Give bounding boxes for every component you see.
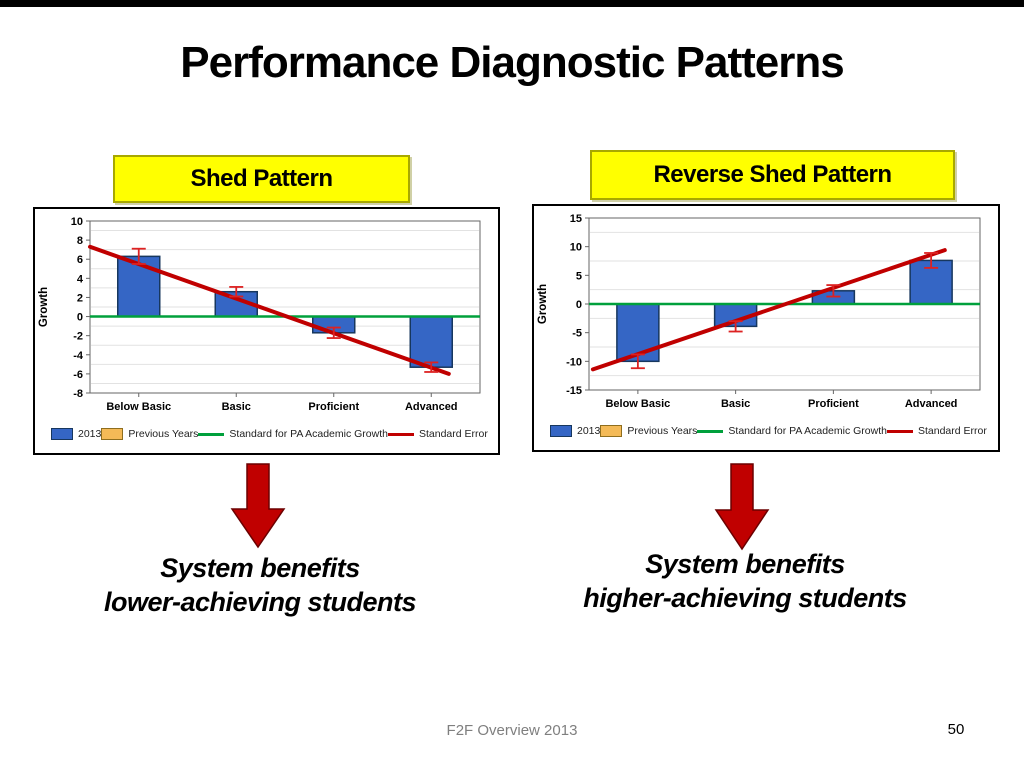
x-category-label: Basic (721, 398, 750, 410)
y-axis-label: Growth (537, 284, 549, 324)
legend-item: Previous Years (101, 428, 198, 440)
legend-item: 2013 (550, 425, 600, 437)
bar-advanced (409, 315, 453, 368)
down-arrow-left-icon (230, 463, 286, 549)
legend-label: Previous Years (627, 425, 698, 437)
caption-line: System benefits (160, 553, 360, 583)
footer-text: F2F Overview 2013 (446, 722, 578, 739)
y-tick-label: 2 (77, 292, 83, 304)
caption-line: lower-achieving students (103, 586, 417, 617)
shed-pattern-chart: 10 8 6 4 2 0 -2 -4 -6 -8 Growth Below Basic Basic Pro… (33, 207, 500, 455)
caption-line: System benefits (645, 549, 845, 579)
reverse-shed-pattern-label-box: Reverse Shed Pattern (590, 150, 955, 200)
legend-label: 2013 (78, 428, 102, 440)
top-border-bar (0, 0, 1024, 7)
y-tick-label: 8 (77, 235, 83, 247)
slide-title: Performance Diagnostic Patterns (180, 38, 844, 87)
legend-swatch-orange-bar (101, 428, 124, 440)
legend-swatch-orange-bar (600, 425, 623, 437)
legend-label: Standard for PA Academic Growth (229, 428, 388, 440)
y-tick-label: 15 (570, 213, 582, 225)
y-tick-label: 0 (576, 299, 582, 311)
y-tick-label: -15 (566, 385, 582, 397)
legend-label: Previous Years (128, 428, 199, 440)
y-tick-label: 10 (71, 216, 83, 228)
legend-item: Standard for PA Academic Growth (697, 425, 887, 437)
legend-label: 2013 (577, 425, 601, 437)
reverse-shed-pattern-chart: 15 10 5 0 -5 -10 -15 Growth Below Basic Basic Prof… (532, 204, 1000, 452)
x-category-label: Advanced (405, 401, 458, 413)
y-tick-label: 10 (570, 242, 582, 254)
legend-item: Standard for PA Academic Growth (198, 428, 388, 440)
y-axis-label: Growth (38, 287, 50, 327)
standard-error-trend-line (88, 244, 451, 376)
y-tick-label: -10 (566, 356, 582, 368)
y-tick-label: -8 (73, 388, 83, 400)
reverse-shed-pattern-caption: System benefits higher-achieving student… (525, 548, 965, 616)
caption-line: higher-achieving students (583, 582, 907, 613)
legend-label: Standard Error (418, 428, 488, 440)
y-tick-label: 6 (77, 254, 83, 266)
reverse-shed-pattern-label: Reverse Shed Pattern (653, 161, 892, 188)
y-tick-label: -5 (572, 328, 582, 340)
x-category-label: Proficient (808, 398, 859, 410)
error-bar (229, 286, 244, 298)
legend-item: Standard Error (886, 425, 987, 437)
legend-label: Standard Error (917, 425, 987, 437)
legend-swatch-blue-bar (51, 428, 73, 440)
shed-pattern-legend: 2013 Previous Years Standard for PA Academ… (35, 419, 498, 449)
legend-item: Previous Years (600, 425, 697, 437)
error-bar (326, 326, 341, 339)
shed-pattern-caption: System benefits lower-achieving students (40, 552, 480, 620)
reverse-shed-pattern-plot: 15 10 5 0 -5 -10 -15 Growth Below Basic Basic Prof… (537, 213, 981, 410)
legend-swatch-green-line (198, 432, 225, 436)
legend-item: Standard Error (387, 428, 488, 440)
shed-pattern-label: Shed Pattern (190, 165, 333, 192)
error-bar (924, 252, 939, 269)
shed-pattern-label-box: Shed Pattern (113, 155, 410, 203)
bar-below-basic (117, 255, 161, 318)
error-bar (630, 353, 645, 370)
x-category-label: Proficient (308, 401, 359, 413)
error-bar (728, 320, 743, 333)
y-tick-label: 4 (77, 273, 84, 285)
page-number: 50 (947, 721, 965, 738)
legend-swatch-red-line (886, 429, 913, 433)
y-tick-label: 5 (576, 270, 582, 282)
legend-swatch-blue-bar (550, 425, 572, 437)
shed-pattern-plot: 10 8 6 4 2 0 -2 -4 -6 -8 Growth Below Basic Basic Pro… (38, 216, 481, 413)
x-category-label: Below Basic (106, 401, 171, 413)
down-arrow-right-icon (714, 463, 770, 551)
y-tick-label: -4 (73, 350, 84, 362)
error-bar (424, 361, 439, 373)
y-tick-label: 0 (77, 312, 83, 324)
y-tick-label: -6 (73, 369, 83, 381)
error-bar (826, 284, 841, 298)
x-category-label: Below Basic (605, 398, 670, 410)
error-bar (131, 247, 146, 265)
legend-item: 2013 (51, 428, 101, 440)
x-category-label: Basic (222, 401, 251, 413)
standard-error-trend-line (590, 248, 947, 372)
x-category-label: Advanced (905, 398, 958, 410)
legend-swatch-green-line (697, 429, 724, 433)
y-tick-label: -2 (73, 331, 83, 343)
legend-swatch-red-line (387, 432, 414, 436)
legend-label: Standard for PA Academic Growth (728, 425, 887, 437)
reverse-shed-pattern-legend: 2013 Previous Years Standard for PA Academ… (534, 416, 998, 446)
